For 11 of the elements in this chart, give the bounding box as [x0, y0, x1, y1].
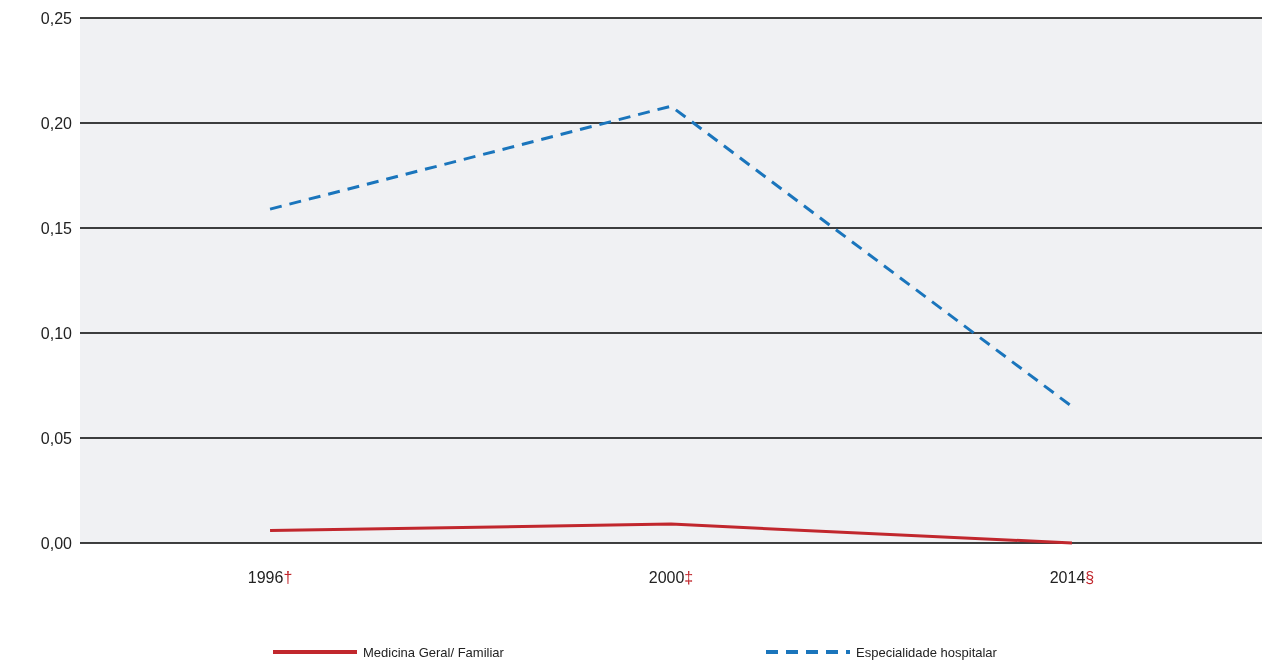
y-tick-label: 0,15 [40, 219, 73, 237]
y-tick-label: 0,00 [40, 534, 73, 552]
legend-label: Especialidade hospitalar [856, 644, 998, 660]
x-tick-label: 2014§ [1049, 569, 1095, 586]
y-tick-label: 0,20 [40, 114, 73, 132]
y-tick-label: 0,25 [40, 9, 73, 27]
x-tick-label: 2000‡ [648, 569, 694, 586]
legend-label: Medicina Geral/ Familiar [363, 644, 505, 660]
x-tick-label: 1996† [247, 569, 293, 586]
y-tick-label: 0,10 [40, 324, 73, 342]
y-tick-label: 0,05 [40, 429, 73, 447]
